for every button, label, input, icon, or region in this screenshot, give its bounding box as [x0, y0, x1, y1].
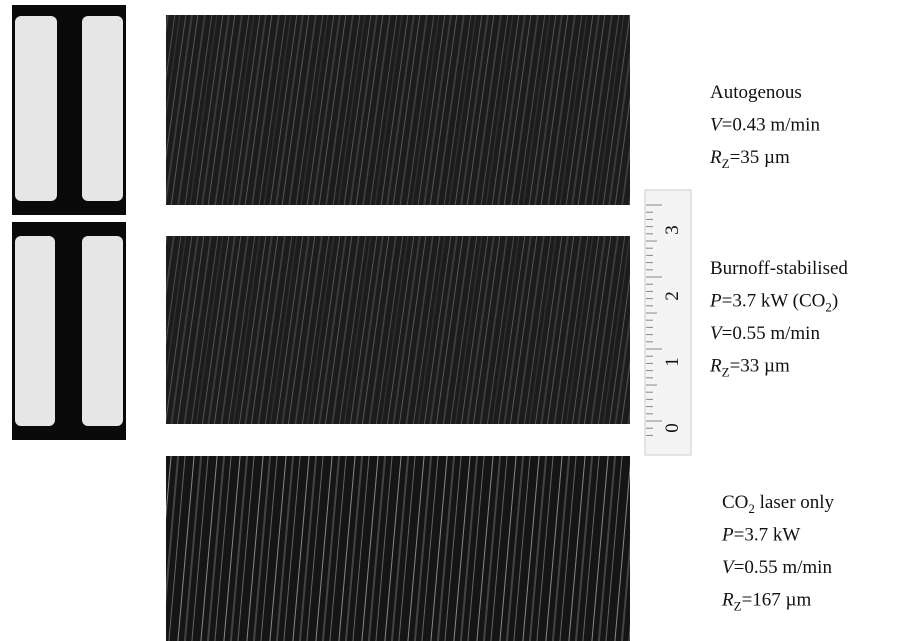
caption-text: =0.55 m/min: [734, 557, 833, 578]
caption-text: =3.7 kW (CO: [722, 291, 826, 312]
caption-line: RZ=33 µm: [709, 356, 790, 380]
caption-text: =33 µm: [730, 356, 790, 377]
caption-text: V: [722, 557, 736, 578]
caption-text: =3.7 kW: [734, 525, 801, 546]
caption-text: 2: [825, 300, 832, 315]
caption-text: R: [709, 356, 722, 377]
caption-line: RZ=167 µm: [721, 590, 811, 614]
ruler: 3 2 1 0: [644, 189, 692, 456]
caption-line: V=0.55 m/min: [710, 323, 820, 344]
cut-surface-photo: [166, 456, 630, 641]
caption-text: ): [832, 291, 838, 312]
caption-text: P: [721, 525, 734, 546]
caption-text: R: [721, 590, 734, 611]
caption-text: V: [710, 323, 724, 344]
caption-text: V: [710, 115, 724, 136]
caption-text: Z: [722, 365, 730, 380]
caption-text: Autogenous: [710, 82, 802, 103]
caption-text: =0.55 m/min: [722, 323, 821, 344]
caption-text: CO: [722, 492, 748, 513]
caption-line: P=3.7 kW (CO2): [709, 291, 838, 315]
caption-text: =167 µm: [742, 590, 812, 611]
caption-text: Burnoff-stabilised: [710, 258, 848, 279]
ruler-label: 0: [662, 423, 683, 433]
cross-section: [12, 222, 126, 440]
caption-text: R: [709, 147, 722, 168]
caption-line: RZ=35 µm: [709, 147, 790, 171]
ruler-label: 1: [662, 357, 683, 367]
caption-line: P=3.7 kW: [721, 525, 800, 546]
caption-line: CO2 laser only: [722, 492, 835, 516]
caption-line: V=0.55 m/min: [722, 557, 832, 578]
caption-text: =35 µm: [730, 147, 790, 168]
caption-line: Autogenous: [710, 82, 802, 103]
cut-surface-photo: [166, 236, 630, 424]
cut-surface-photo: [166, 15, 630, 205]
cross-section: [12, 5, 126, 215]
caption-text: =0.43 m/min: [722, 115, 821, 136]
caption-text: laser only: [755, 492, 835, 513]
caption-line: Burnoff-stabilised: [710, 258, 848, 279]
ruler-label: 2: [662, 291, 683, 301]
ruler-label: 3: [662, 225, 683, 235]
caption-text: Z: [722, 156, 730, 171]
caption-text: P: [709, 291, 722, 312]
caption-line: V=0.43 m/min: [710, 115, 820, 136]
caption-text: 2: [748, 501, 755, 516]
caption-text: Z: [734, 599, 742, 614]
